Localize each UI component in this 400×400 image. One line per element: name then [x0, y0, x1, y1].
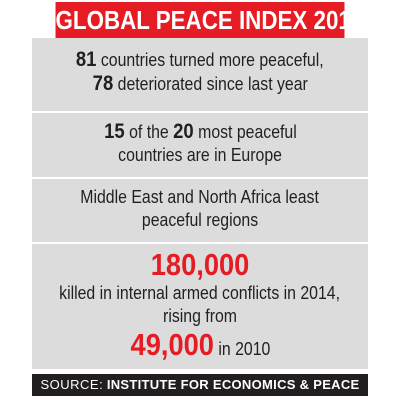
- section-conflict-deaths: 180,000 killed in internal armed conflic…: [32, 248, 368, 366]
- divider: [32, 111, 368, 113]
- europe-count-a: 15: [103, 120, 125, 143]
- deaths-line1: killed in internal armed conflicts in 20…: [59, 283, 341, 303]
- peaceful-text: countries turned more peaceful,: [101, 50, 324, 70]
- title-banner: GLOBAL PEACE INDEX 2015: [55, 2, 363, 38]
- source-name: INSTITUTE FOR ECONOMICS & PEACE: [106, 377, 360, 392]
- divider: [32, 177, 368, 179]
- europe-text-a: of the: [128, 122, 169, 142]
- deaths-2010-number: 49,000: [130, 327, 214, 362]
- page-title: GLOBAL PEACE INDEX 2015: [55, 5, 364, 35]
- divider: [32, 242, 368, 244]
- source-footer: SOURCE: INSTITUTE FOR ECONOMICS & PEACE: [32, 374, 368, 396]
- source-label: SOURCE:: [40, 377, 104, 392]
- section-peaceful-change: 81 countries turned more peaceful, 78 de…: [32, 48, 368, 96]
- mena-line2: peaceful regions: [141, 210, 259, 230]
- europe-line2: countries are in Europe: [118, 145, 282, 165]
- facts-panel: 81 countries turned more peaceful, 78 de…: [32, 38, 368, 369]
- deaths-2010-suffix: in 2010: [217, 339, 270, 359]
- europe-text-b: most peaceful: [197, 122, 297, 142]
- mena-line1: Middle East and North Africa least: [80, 187, 320, 207]
- deteriorated-text: deteriorated since last year: [117, 74, 308, 94]
- deaths-2014-number: 180,000: [150, 247, 250, 282]
- deteriorated-count: 78: [92, 72, 113, 95]
- europe-count-b: 20: [172, 120, 194, 143]
- peaceful-count: 81: [76, 48, 97, 71]
- section-europe: 15 of the 20 most peaceful countries are…: [32, 120, 368, 167]
- section-mena: Middle East and North Africa least peace…: [32, 186, 368, 232]
- deaths-line2: rising from: [163, 306, 237, 326]
